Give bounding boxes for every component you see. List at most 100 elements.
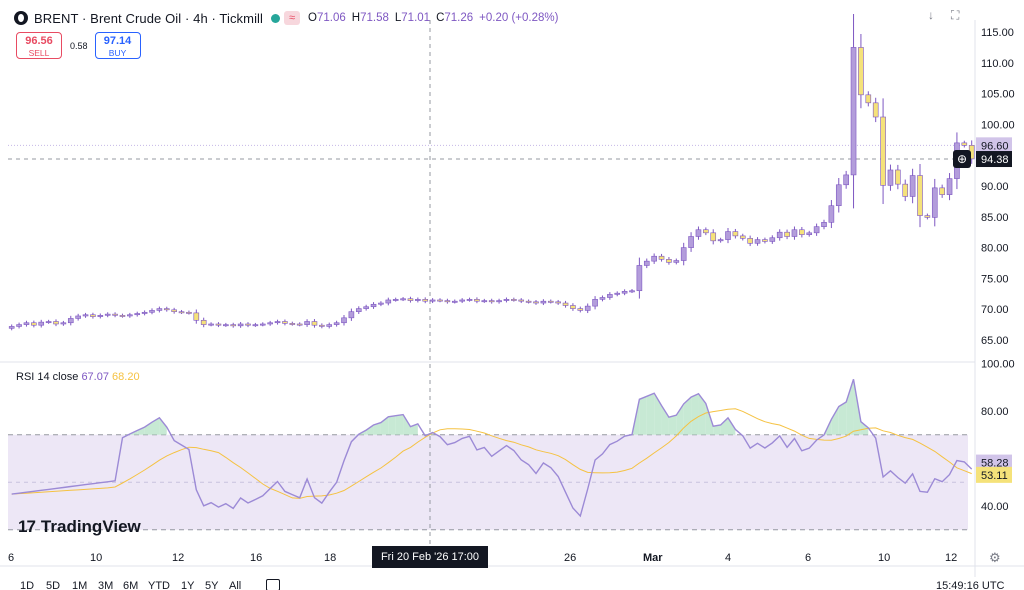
- candle-body: [931, 187, 938, 218]
- symbol-logo-icon[interactable]: [14, 11, 28, 25]
- range-5y[interactable]: 5Y: [205, 580, 219, 590]
- range-1m[interactable]: 1M: [72, 580, 88, 590]
- range-ytd[interactable]: YTD: [148, 580, 170, 590]
- candle-body: [127, 314, 133, 317]
- rsi-overbought-fill: [713, 424, 721, 435]
- price-tick-label: 85.00: [981, 212, 1009, 224]
- candle-body: [112, 313, 118, 316]
- candle-body: [717, 239, 724, 242]
- tradingview-brand[interactable]: 17 TradingView: [18, 517, 141, 537]
- price-tick-label: 70.00: [981, 304, 1009, 316]
- candle-body: [75, 315, 81, 319]
- candle-body: [437, 299, 443, 302]
- candle-body: [282, 321, 288, 324]
- candle-body: [149, 310, 155, 313]
- candle-body: [38, 321, 45, 326]
- rsi-overbought-fill: [144, 422, 152, 435]
- download-icon[interactable]: ↓: [928, 8, 934, 22]
- tradingview-logo-icon: 17: [18, 517, 36, 536]
- candle-body: [8, 326, 15, 329]
- candle-body: [259, 323, 266, 326]
- candle-body: [319, 324, 325, 327]
- symbol-title[interactable]: BRENT · Brent Crude Oil · 4h · Tickmill: [34, 10, 264, 26]
- candle-body: [215, 323, 222, 326]
- candle-body: [326, 324, 333, 327]
- range-1y[interactable]: 1Y: [181, 580, 195, 590]
- fullscreen-icon[interactable]: ⛶: [951, 8, 960, 22]
- candle-body: [828, 205, 835, 223]
- time-tick-label: 26: [564, 552, 576, 564]
- trade-panel: 96.56 SELL 0.58 97.14 BUY: [16, 32, 141, 59]
- settings-gear-icon[interactable]: ⚙: [989, 550, 1001, 565]
- rsi-ma-line: [11, 408, 972, 499]
- rsi-ma-value: 68.20: [112, 371, 140, 383]
- candle-body: [629, 290, 635, 293]
- candle-body: [525, 300, 532, 303]
- candle-body: [363, 306, 369, 309]
- rsi-overbought-fill: [838, 402, 847, 435]
- candle-body: [621, 291, 628, 294]
- rsi-tick-label: 80.00: [981, 406, 1009, 418]
- sell-button[interactable]: 96.56 SELL: [16, 32, 62, 59]
- candle-body: [274, 321, 281, 324]
- candle-body: [466, 299, 473, 301]
- candle-body: [511, 299, 517, 301]
- time-tick-label: 16: [250, 552, 262, 564]
- time-tick-label: 6: [8, 552, 14, 564]
- candle-body: [341, 317, 347, 324]
- range-all[interactable]: All: [229, 580, 242, 590]
- rsi-overbought-fill: [152, 417, 160, 435]
- candle-body: [791, 229, 798, 237]
- candle-body: [961, 142, 968, 146]
- price-tick-label: 100.00: [981, 119, 1015, 131]
- utc-clock[interactable]: 15:49:16 UTC: [936, 580, 1005, 590]
- market-open-dot-icon: [271, 13, 281, 23]
- range-5d[interactable]: 5D: [46, 580, 61, 590]
- rsi-overbought-fill: [403, 414, 411, 435]
- candle-body: [186, 311, 192, 314]
- price-tick-label: 110.00: [981, 58, 1014, 70]
- current-price-tag-bg: [976, 137, 1012, 154]
- rsi-value-tag: 58.28: [981, 458, 1009, 470]
- rsi-line: [11, 378, 973, 518]
- candle-body: [732, 231, 739, 237]
- buy-button[interactable]: 97.14 BUY: [94, 32, 141, 59]
- current-price-tag: 96.60: [981, 140, 1009, 152]
- candle-body: [614, 292, 621, 295]
- candle-body: [459, 299, 465, 302]
- range-1d[interactable]: 1D: [20, 580, 35, 590]
- candle-body: [289, 323, 296, 325]
- price-tick-label: 115.00: [981, 27, 1014, 39]
- rsi-overbought-fill: [668, 415, 677, 435]
- candle-body: [540, 300, 547, 304]
- candle-body: [658, 255, 665, 260]
- time-tick-label: 18: [324, 552, 336, 564]
- candle-body: [651, 255, 657, 262]
- rsi-legend[interactable]: RSI 14 close 67.07 68.20: [16, 371, 140, 383]
- calendar-icon[interactable]: [266, 579, 280, 590]
- rsi-overbought-fill: [691, 393, 699, 435]
- rsi-overbought-fill: [720, 417, 728, 435]
- candle-body: [599, 297, 606, 300]
- rsi-overbought-fill: [831, 406, 839, 435]
- candle-body: [156, 308, 163, 311]
- candle-body: [518, 299, 525, 302]
- market-status[interactable]: ≈: [271, 11, 301, 25]
- candle-body: [769, 237, 776, 242]
- chart-header: BRENT · Brent Crude Oil · 4h · Tickmill …: [14, 8, 558, 28]
- candle-body: [104, 313, 111, 316]
- time-tick-label: 12: [172, 552, 184, 564]
- candle-body: [909, 175, 916, 197]
- candle-body: [252, 324, 259, 327]
- candle-body: [60, 322, 67, 325]
- candle-body: [710, 232, 717, 242]
- rsi-overbought-fill: [676, 403, 684, 435]
- rsi-overbought-fill: [639, 396, 647, 435]
- rsi-overbought-fill: [366, 425, 374, 435]
- range-6m[interactable]: 6M: [123, 580, 139, 590]
- range-3m[interactable]: 3M: [98, 580, 114, 590]
- candle-body: [902, 183, 909, 197]
- time-tick-label: 12: [945, 552, 957, 564]
- candle-body: [799, 229, 805, 235]
